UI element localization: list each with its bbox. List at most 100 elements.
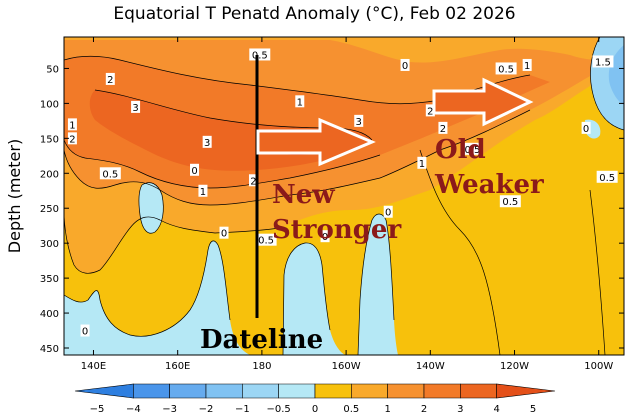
colorbar-swatch	[205, 383, 243, 399]
weaker-annotation: Weaker	[434, 170, 544, 200]
y-tick-label: 150	[40, 134, 59, 145]
colorbar-swatch	[133, 383, 170, 399]
contour-label-bg	[67, 118, 77, 131]
contour-label: 0	[322, 232, 328, 243]
colorbar-label: 4	[493, 404, 499, 415]
colorbar-label: −4	[126, 404, 141, 415]
contour-label-bg	[354, 114, 364, 127]
contour-label: 1	[200, 187, 206, 198]
contour-label: 1	[297, 97, 303, 108]
x-tick-label: 160E	[165, 361, 190, 372]
contour-label-bg	[295, 95, 305, 108]
x-tick-label: 160W	[332, 361, 361, 372]
contour-label: 0	[385, 208, 391, 219]
contour-label-bg	[198, 184, 208, 197]
y-tick-label: 400	[40, 309, 59, 320]
contour-label-bg	[249, 48, 271, 61]
anomaly-region-shaft-cold	[358, 214, 398, 355]
contour-label-bg	[596, 170, 618, 183]
contour-label: 0.5	[102, 169, 118, 180]
contour-label: 3	[204, 138, 210, 149]
colorbar-swatch	[423, 383, 461, 399]
colorbar-label: −2	[199, 404, 214, 415]
colorbar-label: −5	[90, 404, 105, 415]
plot-frame	[63, 36, 625, 356]
contour-lines	[64, 37, 624, 355]
colorbar-label: 0.5	[343, 404, 359, 415]
contour-label: 0.5	[502, 197, 518, 208]
contour-label: 0.5	[498, 64, 514, 75]
contour-label-bg	[522, 58, 532, 71]
contour-label: 1	[419, 159, 425, 170]
colorbar-label: −3	[162, 404, 177, 415]
colorbar-swatch	[387, 383, 425, 399]
y-tick-label: 200	[40, 169, 59, 180]
x-tick-label: 140E	[81, 361, 106, 372]
y-tick-label: 450	[40, 344, 59, 355]
y-tick-label: 350	[40, 274, 59, 285]
contour-label: 2	[440, 124, 446, 135]
contour-label-bg	[417, 156, 427, 169]
y-tick-label: 50	[46, 64, 59, 75]
y-tick-label: 250	[40, 204, 59, 215]
contour-label-bg	[80, 324, 90, 337]
x-axis: 140E 160E 180 160W 140W 120W 100W	[81, 37, 613, 372]
contour-label: 2	[427, 106, 433, 117]
contour-label-bg	[105, 72, 115, 85]
contour-label-bg	[255, 233, 277, 246]
contour-label: 0	[221, 229, 227, 240]
contour-label: 3	[132, 103, 138, 114]
colorbar-label: 1	[384, 404, 390, 415]
contour-label-bg	[320, 230, 330, 243]
new-stronger-arrow	[256, 117, 376, 167]
colorbar-swatch	[278, 383, 316, 399]
contour-label: 2	[250, 176, 256, 187]
anomaly-region-westpac-cold	[138, 182, 164, 234]
contour-label: 1	[69, 120, 75, 131]
x-tick-label: 120W	[500, 361, 529, 372]
colorbar-label: 0	[312, 404, 318, 415]
contour-label: 1.5	[595, 57, 611, 68]
contour-label-bg	[495, 62, 517, 75]
colorbar-label: −0.5	[267, 404, 291, 415]
x-tick-label: 180	[252, 361, 271, 372]
colorbar-swatch	[314, 383, 352, 399]
contour-label: 3	[356, 117, 362, 128]
contour-label-bg	[67, 132, 77, 145]
stronger-annotation: Stronger	[272, 215, 401, 245]
contour-label: 0	[191, 166, 197, 177]
contour-label-bg	[202, 135, 212, 148]
contour-label: 0.5	[252, 50, 268, 61]
colorbar-label: −1	[235, 404, 250, 415]
y-tick-label: 100	[40, 99, 59, 110]
colorbar-swatch	[169, 383, 207, 399]
contour-label-bg	[438, 121, 448, 134]
contour-label-bg	[383, 205, 393, 218]
old-annotation: Old	[435, 135, 486, 165]
old-weaker-arrow	[432, 77, 534, 127]
colorbar-swatch	[74, 383, 134, 399]
x-tick-label: 140W	[416, 361, 445, 372]
contour-label: 2	[69, 134, 75, 145]
contour-label: 0.5	[464, 145, 480, 156]
contour-label-bg	[248, 174, 258, 187]
contour-label-bg	[592, 55, 614, 68]
dateline-annotation: Dateline	[200, 325, 323, 355]
contour-label: 1	[524, 61, 530, 72]
contour-label: 2	[107, 75, 113, 86]
colorbar: −5 −4 −3 −2 −1 −0.5 0 0.5 1 2 3 4 5	[74, 383, 556, 415]
contour-label: 0.5	[599, 173, 615, 184]
colorbar-label: 3	[457, 404, 463, 415]
contour-label-bg	[581, 121, 591, 134]
contour-label-bg	[131, 100, 141, 113]
colorbar-swatch	[496, 383, 556, 399]
colorbar-label: 5	[530, 404, 536, 415]
contour-label-bg	[499, 195, 521, 208]
colorbar-swatch	[460, 383, 497, 399]
contour-label-bg	[99, 167, 121, 180]
colorbar-label: 2	[421, 404, 427, 415]
contour-label-bg	[219, 226, 229, 239]
anomaly-region-central-cold	[283, 242, 345, 355]
